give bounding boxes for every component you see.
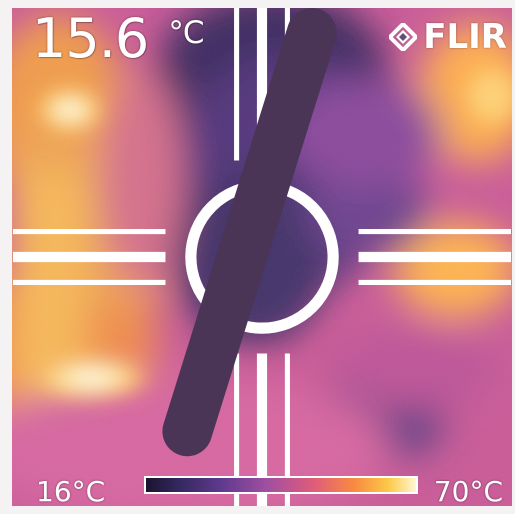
- temperature-unit: °C: [168, 15, 204, 51]
- thermal-image: [12, 8, 512, 506]
- scale-min-label: 16°C: [36, 475, 106, 508]
- scale-max-label: 70°C: [433, 475, 503, 508]
- temperature-value: 15.6: [32, 7, 149, 70]
- brand-logo-text: FLIR: [423, 17, 507, 57]
- flir-logo-icon: [389, 23, 418, 51]
- scratch-mark: [162, 8, 337, 457]
- brand-logo: FLIR: [389, 20, 507, 54]
- temperature-scale: [12, 464, 512, 506]
- temperature-readout: 15.6 °C: [32, 7, 205, 70]
- temperature-scale-gradient: [144, 476, 418, 494]
